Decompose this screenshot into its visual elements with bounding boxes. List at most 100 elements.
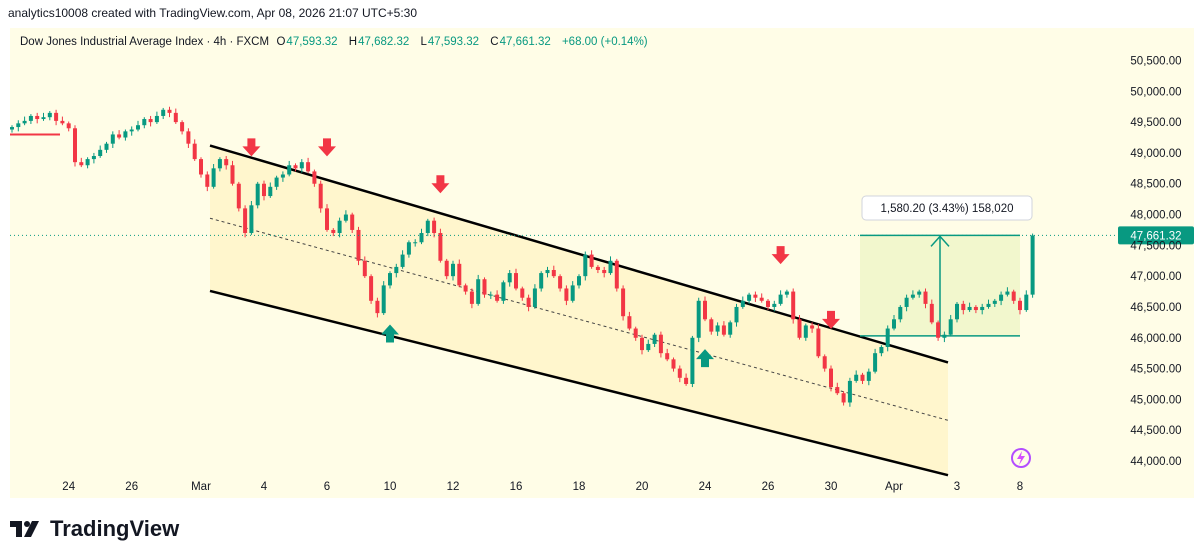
up-arrow-icon — [696, 349, 714, 368]
candle-body — [85, 159, 90, 166]
candle-body — [772, 303, 777, 307]
candle-body — [520, 288, 525, 298]
down-arrow-icon — [822, 310, 840, 329]
candle-body — [646, 343, 651, 351]
candle-body — [665, 353, 670, 360]
candle-body — [589, 254, 594, 267]
candle-body — [400, 254, 405, 267]
candle-body — [148, 119, 153, 123]
candle-body — [1030, 235, 1035, 295]
down-arrow-icon — [318, 138, 336, 157]
candle-body — [432, 220, 437, 234]
candle-body — [1018, 300, 1022, 311]
candle-body — [79, 162, 84, 166]
candle-body — [904, 297, 909, 307]
candle-body — [230, 165, 235, 184]
candle-body — [703, 300, 707, 320]
price-chart[interactable]: 1,580.20 (3.43%) 158,020 47,661.32 44,000.… — [10, 28, 1194, 498]
down-arrow-icon — [242, 138, 261, 157]
candle-body — [280, 174, 285, 178]
candle-body — [854, 374, 859, 381]
channel-fill — [210, 145, 948, 476]
tradingview-logo: TradingView — [10, 516, 179, 542]
y-tick-label: 44,500.00 — [1130, 425, 1181, 437]
x-tick-label: Apr — [885, 481, 903, 493]
candle-body — [570, 285, 575, 301]
candle-body — [784, 291, 789, 295]
candle-body — [810, 325, 815, 329]
replay-icon[interactable] — [1010, 447, 1032, 474]
candle-body — [545, 269, 550, 274]
candle-body — [123, 131, 128, 138]
candle-body — [299, 162, 304, 169]
legend-low: 47,593.32 — [427, 36, 480, 48]
candle-body — [917, 291, 922, 295]
candle-body — [873, 353, 878, 372]
y-tick-label: 50,000.00 — [1130, 86, 1181, 98]
candle-body — [192, 143, 197, 160]
candle-body — [425, 220, 430, 234]
candle-body — [438, 233, 443, 261]
candle-body — [110, 134, 115, 144]
candle-body — [47, 112, 52, 118]
candle-body — [35, 115, 40, 120]
candle-body — [583, 254, 588, 277]
candle-body — [350, 214, 355, 230]
candle-body — [66, 123, 71, 129]
candle-body — [28, 115, 33, 121]
tradingview-brand: TradingView — [50, 516, 180, 541]
x-tick-label: 16 — [510, 481, 523, 493]
last-price-label: 47,661.32 — [1130, 230, 1181, 242]
candle-body — [224, 159, 229, 166]
candle-body — [167, 109, 172, 113]
x-tick-label: 24 — [699, 481, 712, 493]
candle-body — [652, 334, 657, 344]
up-arrow-icon — [381, 324, 399, 343]
legend-o-label: O — [276, 36, 286, 48]
candle-body — [381, 285, 386, 314]
candle-body — [98, 149, 103, 157]
candle-body — [249, 205, 254, 234]
candle-body — [898, 306, 903, 320]
legend-l-label: L — [420, 36, 427, 48]
candle-body — [469, 291, 474, 304]
candle-body — [186, 131, 191, 144]
candle-body — [154, 115, 159, 123]
candle-body — [129, 129, 134, 132]
candle-body — [973, 306, 978, 311]
candle-body — [406, 242, 411, 255]
candle-body — [325, 208, 329, 230]
chart-area[interactable]: 1,580.20 (3.43%) 158,020 47,661.32 44,000.… — [10, 28, 1194, 498]
ohlc-legend: Dow Jones Industrial Average Index · 4h … — [20, 36, 656, 48]
candle-body — [551, 269, 556, 277]
candle-body — [955, 303, 959, 320]
candle-body — [766, 300, 770, 307]
candle-body — [54, 112, 59, 121]
candle-body — [526, 297, 531, 307]
legend-c-label: C — [490, 36, 499, 48]
x-tick-label: 24 — [62, 481, 75, 493]
candle-body — [992, 300, 997, 304]
candle-body — [803, 325, 808, 338]
candle-body — [677, 368, 682, 378]
y-tick-label: 49,500.00 — [1130, 117, 1181, 129]
candle-body — [413, 242, 418, 244]
measure-arrowhead — [930, 235, 950, 247]
candle-body — [388, 273, 392, 286]
candle-body — [205, 174, 210, 187]
y-tick-label: 45,000.00 — [1130, 394, 1181, 406]
y-tick-label: 48,000.00 — [1130, 210, 1181, 222]
candle-body — [16, 123, 21, 128]
x-tick-label: 12 — [447, 481, 460, 493]
candle-body — [243, 208, 248, 234]
candle-body — [312, 171, 317, 184]
y-tick-label: 46,500.00 — [1130, 302, 1181, 314]
candle-body — [488, 294, 493, 296]
candle-body — [375, 300, 380, 314]
y-tick-label: 44,000.00 — [1130, 456, 1181, 468]
x-tick-label: 6 — [324, 481, 330, 493]
candle-body — [318, 183, 323, 209]
measure-label-box: 1,580.20 (3.43%) 158,020 — [861, 195, 1033, 221]
candle-body — [1011, 291, 1016, 301]
candle-body — [262, 183, 266, 197]
